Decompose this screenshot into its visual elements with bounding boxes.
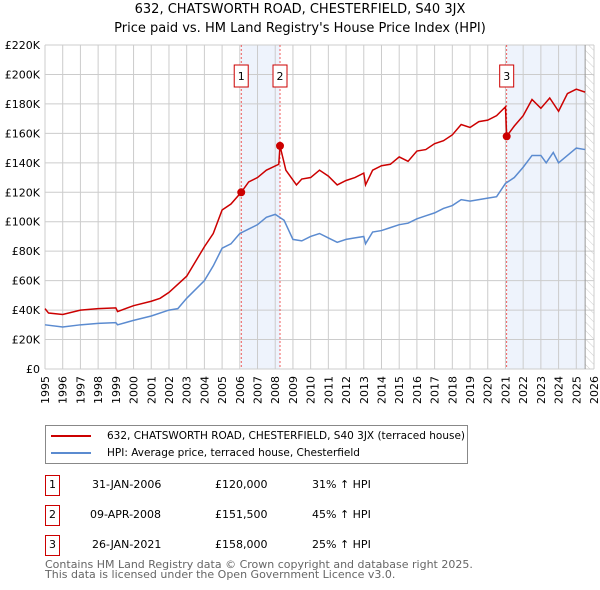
chart-subtitle: Price paid vs. HM Land Registry's House … — [114, 21, 486, 36]
x-tick-label: 2025 — [570, 376, 583, 404]
legend-swatch-red — [51, 435, 91, 437]
x-tick-label: 2013 — [358, 376, 371, 404]
x-tick-label: 2008 — [269, 376, 282, 404]
sale-label: 2 — [277, 70, 284, 83]
x-tick-label: 2004 — [198, 376, 211, 404]
x-tick-label: 2009 — [287, 376, 300, 404]
x-tick-label: 2000 — [128, 376, 141, 404]
y-tick-label: £140K — [5, 157, 41, 170]
x-tick-label: 1999 — [110, 376, 123, 404]
footer-line: Contains HM Land Registry data © Crown c… — [45, 558, 473, 571]
x-tick-label: 1996 — [57, 376, 70, 404]
price-chart: 1995 1996 1997 1998 1999 2000 2001 2002 2003 2004… — [5, 39, 600, 404]
x-tick-label: 2024 — [553, 376, 566, 404]
x-tick-label: 2001 — [145, 376, 158, 404]
x-tick-label: 2020 — [482, 376, 495, 404]
legend-item-hpi: HPI: Average price, terraced house, Ches… — [46, 445, 360, 461]
y-tick-label: £180K — [5, 98, 41, 111]
x-tick-label: 2026 — [588, 376, 600, 404]
sale-point — [502, 132, 511, 141]
legend-item-property: 632, CHATSWORTH ROAD, CHESTERFIELD, S40 … — [46, 428, 465, 444]
table-row: 2 09-APR-2008 £151,500 45% ↑ HPI — [45, 505, 465, 526]
sale-badge: 1 — [45, 475, 60, 496]
x-tick-label: 2023 — [535, 376, 548, 404]
x-tick-label: 2011 — [322, 376, 335, 404]
legend-label: 632, CHATSWORTH ROAD, CHESTERFIELD, S40 … — [107, 430, 466, 442]
forecast-hatch — [585, 45, 594, 369]
x-tick-label: 1998 — [92, 376, 105, 404]
x-tick-label: 2021 — [499, 376, 512, 404]
y-tick-label: £100K — [5, 216, 41, 229]
y-tick-label: £220K — [5, 39, 41, 52]
y-tick-label: £0 — [26, 363, 40, 376]
y-tick-label: £200K — [5, 68, 41, 81]
y-tick-label: £120K — [5, 186, 41, 199]
table-row: 3 26-JAN-2021 £158,000 25% ↑ HPI — [45, 535, 465, 556]
x-tick-label: 2015 — [393, 376, 406, 404]
y-tick-label: £160K — [5, 127, 41, 140]
sale-badge: 2 — [45, 505, 60, 526]
footer: Contains HM Land Registry data © Crown c… — [45, 558, 473, 581]
table-row: 1 31-JAN-2006 £120,000 31% ↑ HPI — [45, 475, 465, 496]
x-tick-label: 2019 — [464, 376, 477, 404]
x-tick-label: 2003 — [181, 376, 194, 404]
x-tick-label: 2005 — [216, 376, 229, 404]
sale-label: 3 — [503, 70, 510, 83]
sale-price: £120,000 — [215, 478, 268, 491]
sale-price: £151,500 — [215, 508, 268, 521]
x-tick-label: 2002 — [163, 376, 176, 404]
legend-label: HPI: Average price, terraced house, Ches… — [107, 447, 360, 459]
sale-label-box — [272, 64, 288, 88]
sale-point — [237, 188, 246, 197]
legend: 632, CHATSWORTH ROAD, CHESTERFIELD, S40 … — [45, 425, 468, 464]
x-tick-label: 2010 — [305, 376, 318, 404]
x-tick-label: 2017 — [429, 376, 442, 404]
series-line — [44, 88, 586, 316]
sale-date: 31-JAN-2006 — [92, 478, 162, 491]
x-tick-label: 1995 — [39, 376, 52, 404]
sale-label: 1 — [238, 70, 245, 83]
legend-swatch-blue — [51, 452, 91, 454]
sale-hpi: 25% ↑ HPI — [312, 538, 371, 551]
y-tick-label: £40K — [12, 304, 41, 317]
x-tick-label: 2014 — [375, 376, 388, 404]
x-tick-label: 1997 — [74, 376, 87, 404]
shaded-region — [506, 45, 586, 369]
sale-point — [276, 141, 285, 150]
sale-badge: 3 — [45, 535, 60, 556]
x-tick-label: 2007 — [252, 376, 265, 404]
y-tick-label: £60K — [12, 275, 41, 288]
sale-date: 26-JAN-2021 — [92, 538, 162, 551]
sale-hpi: 45% ↑ HPI — [312, 508, 371, 521]
chart-title: 632, CHATSWORTH ROAD, CHESTERFIELD, S40 … — [134, 2, 466, 17]
sale-label-box — [499, 64, 515, 88]
footer-line: This data is licensed under the Open Gov… — [45, 568, 396, 581]
x-tick-label: 2012 — [340, 376, 353, 404]
sale-date: 09-APR-2008 — [90, 508, 162, 521]
x-tick-label: 2016 — [411, 376, 424, 404]
x-tick-label: 2022 — [517, 376, 530, 404]
y-tick-label: £20K — [12, 334, 41, 347]
x-tick-label: 2006 — [234, 376, 247, 404]
series-line — [44, 147, 586, 328]
x-tick-label: 2018 — [446, 376, 459, 404]
sale-hpi: 31% ↑ HPI — [312, 478, 371, 491]
sale-price: £158,000 — [215, 538, 268, 551]
y-tick-label: £80K — [12, 245, 41, 258]
shaded-region — [241, 45, 281, 369]
sale-label-box — [233, 64, 249, 88]
